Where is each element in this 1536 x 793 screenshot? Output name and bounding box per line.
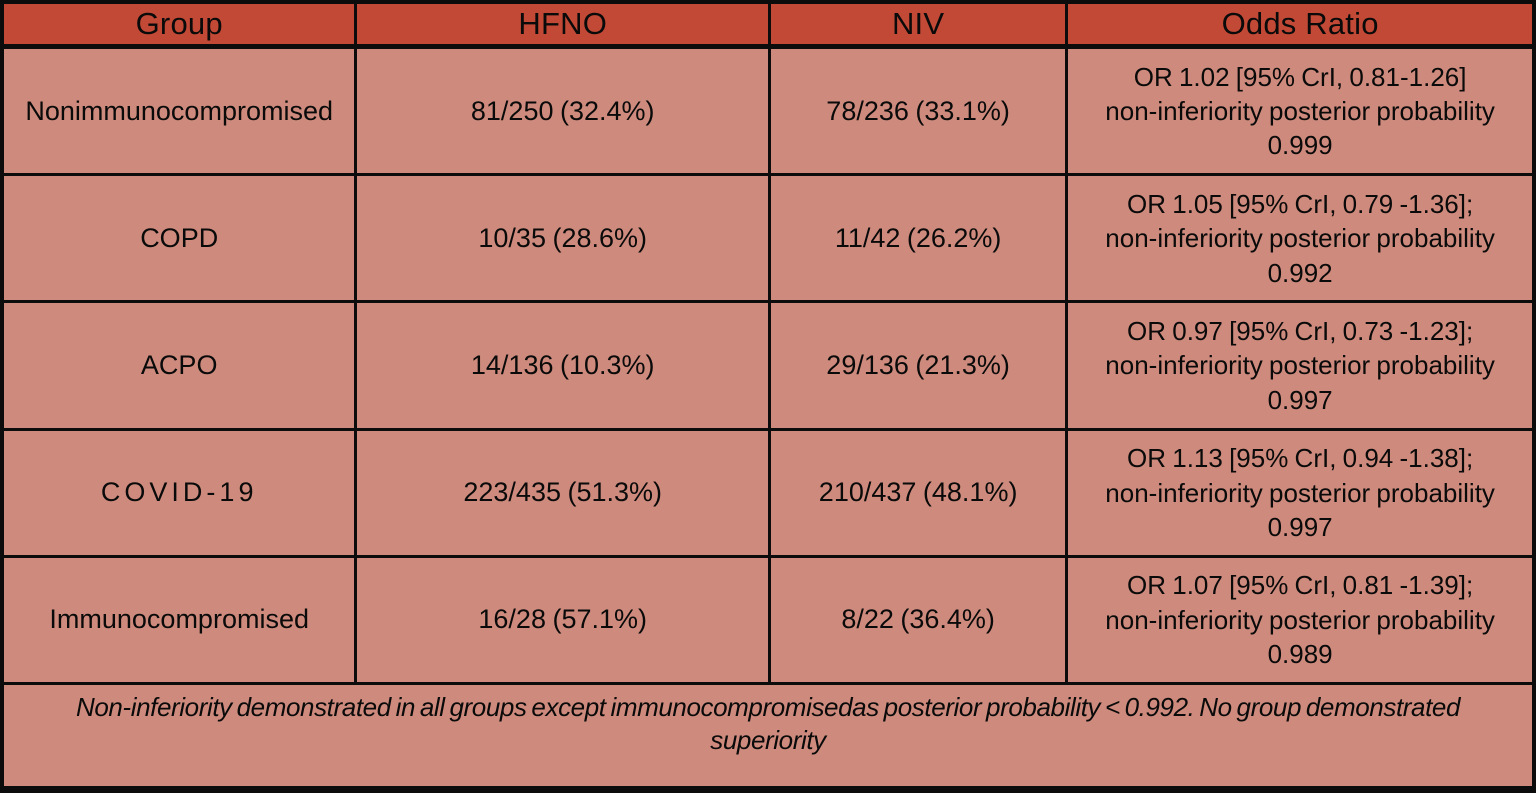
posterior-probability-label: non-inferiority posterior probability: [1105, 604, 1495, 635]
posterior-probability-value: 0.999: [1267, 130, 1333, 161]
column-header-odds-ratio: Odds Ratio: [1065, 0, 1536, 49]
table-row: ACPO 14/136 (10.3%) 29/136 (21.3%) OR 0.97 …: [0, 300, 1536, 431]
table-body: Nonimmunocompromised 81/250 (32.4%) 78/236…: [0, 44, 1536, 686]
odds-ratio-line: OR 1.07 [95% CrI, 0.81 -1.39];: [1127, 570, 1474, 601]
hfno-value-cell: 81/250 (32.4%): [354, 44, 772, 177]
posterior-probability-value: 0.997: [1267, 511, 1333, 542]
column-header-niv: NIV: [768, 0, 1069, 49]
group-cell: Immunocompromised: [0, 554, 358, 686]
odds-ratio-cell: OR 1.02 [95% CrI, 0.81-1.26] non-inferior…: [1065, 44, 1536, 177]
table-row: Nonimmunocompromised 81/250 (32.4%) 78/236…: [0, 44, 1536, 177]
group-cell: COVID-19: [0, 427, 358, 558]
group-cell: Nonimmunocompromised: [0, 44, 358, 177]
niv-value-cell: 210/437 (48.1%): [768, 427, 1069, 558]
niv-value-cell: 8/22 (36.4%): [768, 554, 1069, 686]
footnote-row: Non-inferiority demonstrated in all grou…: [0, 682, 1536, 791]
niv-value-cell: 78/236 (33.1%): [768, 44, 1069, 177]
group-cell: ACPO: [0, 300, 358, 431]
table-row: COPD 10/35 (28.6%) 11/42 (26.2%) OR 1.05 [9…: [0, 173, 1536, 304]
odds-ratio-cell: OR 0.97 [95% CrI, 0.73 -1.23]; non-inferi…: [1065, 300, 1536, 431]
posterior-probability-label: non-inferiority posterior probability: [1105, 95, 1495, 126]
hfno-value-cell: 223/435 (51.3%): [354, 427, 772, 558]
odds-ratio-cell: OR 1.05 [95% CrI, 0.79 -1.36]; non-inferi…: [1065, 173, 1536, 304]
column-header-group: Group: [0, 0, 358, 49]
group-cell: COPD: [0, 173, 358, 304]
hfno-value-cell: 10/35 (28.6%): [354, 173, 772, 304]
odds-ratio-line: OR 1.02 [95% CrI, 0.81-1.26]: [1133, 61, 1467, 92]
footnote-text: Non-inferiority demonstrated in all grou…: [0, 682, 1536, 791]
odds-ratio-cell: OR 1.13 [95% CrI, 0.94 -1.38]; non-inferi…: [1065, 427, 1536, 558]
niv-value-cell: 29/136 (21.3%): [768, 300, 1069, 431]
hfno-value-cell: 16/28 (57.1%): [354, 554, 772, 686]
odds-ratio-line: OR 1.05 [95% CrI, 0.79 -1.36];: [1127, 188, 1474, 219]
posterior-probability-label: non-inferiority posterior probability: [1105, 350, 1495, 381]
posterior-probability-label: non-inferiority posterior probability: [1105, 477, 1495, 508]
niv-value-cell: 11/42 (26.2%): [768, 173, 1069, 304]
table-row: COVID-19 223/435 (51.3%) 210/437 (48.1%) OR…: [0, 427, 1536, 558]
posterior-probability-value: 0.992: [1267, 257, 1333, 288]
posterior-probability-value: 0.989: [1267, 639, 1333, 670]
posterior-probability-label: non-inferiority posterior probability: [1105, 223, 1495, 254]
odds-ratio-cell: OR 1.07 [95% CrI, 0.81 -1.39]; non-inferi…: [1065, 554, 1536, 686]
odds-ratio-line: OR 0.97 [95% CrI, 0.73 -1.23];: [1127, 316, 1474, 347]
header-row: Group HFNO NIV Odds Ratio: [0, 0, 1536, 49]
posterior-probability-value: 0.997: [1267, 384, 1333, 415]
odds-ratio-line: OR 1.13 [95% CrI, 0.94 -1.38];: [1127, 443, 1474, 474]
hfno-value-cell: 14/136 (10.3%): [354, 300, 772, 431]
table-row: Immunocompromised 16/28 (57.1%) 8/22 (36.4…: [0, 554, 1536, 686]
column-header-hfno: HFNO: [354, 0, 772, 49]
